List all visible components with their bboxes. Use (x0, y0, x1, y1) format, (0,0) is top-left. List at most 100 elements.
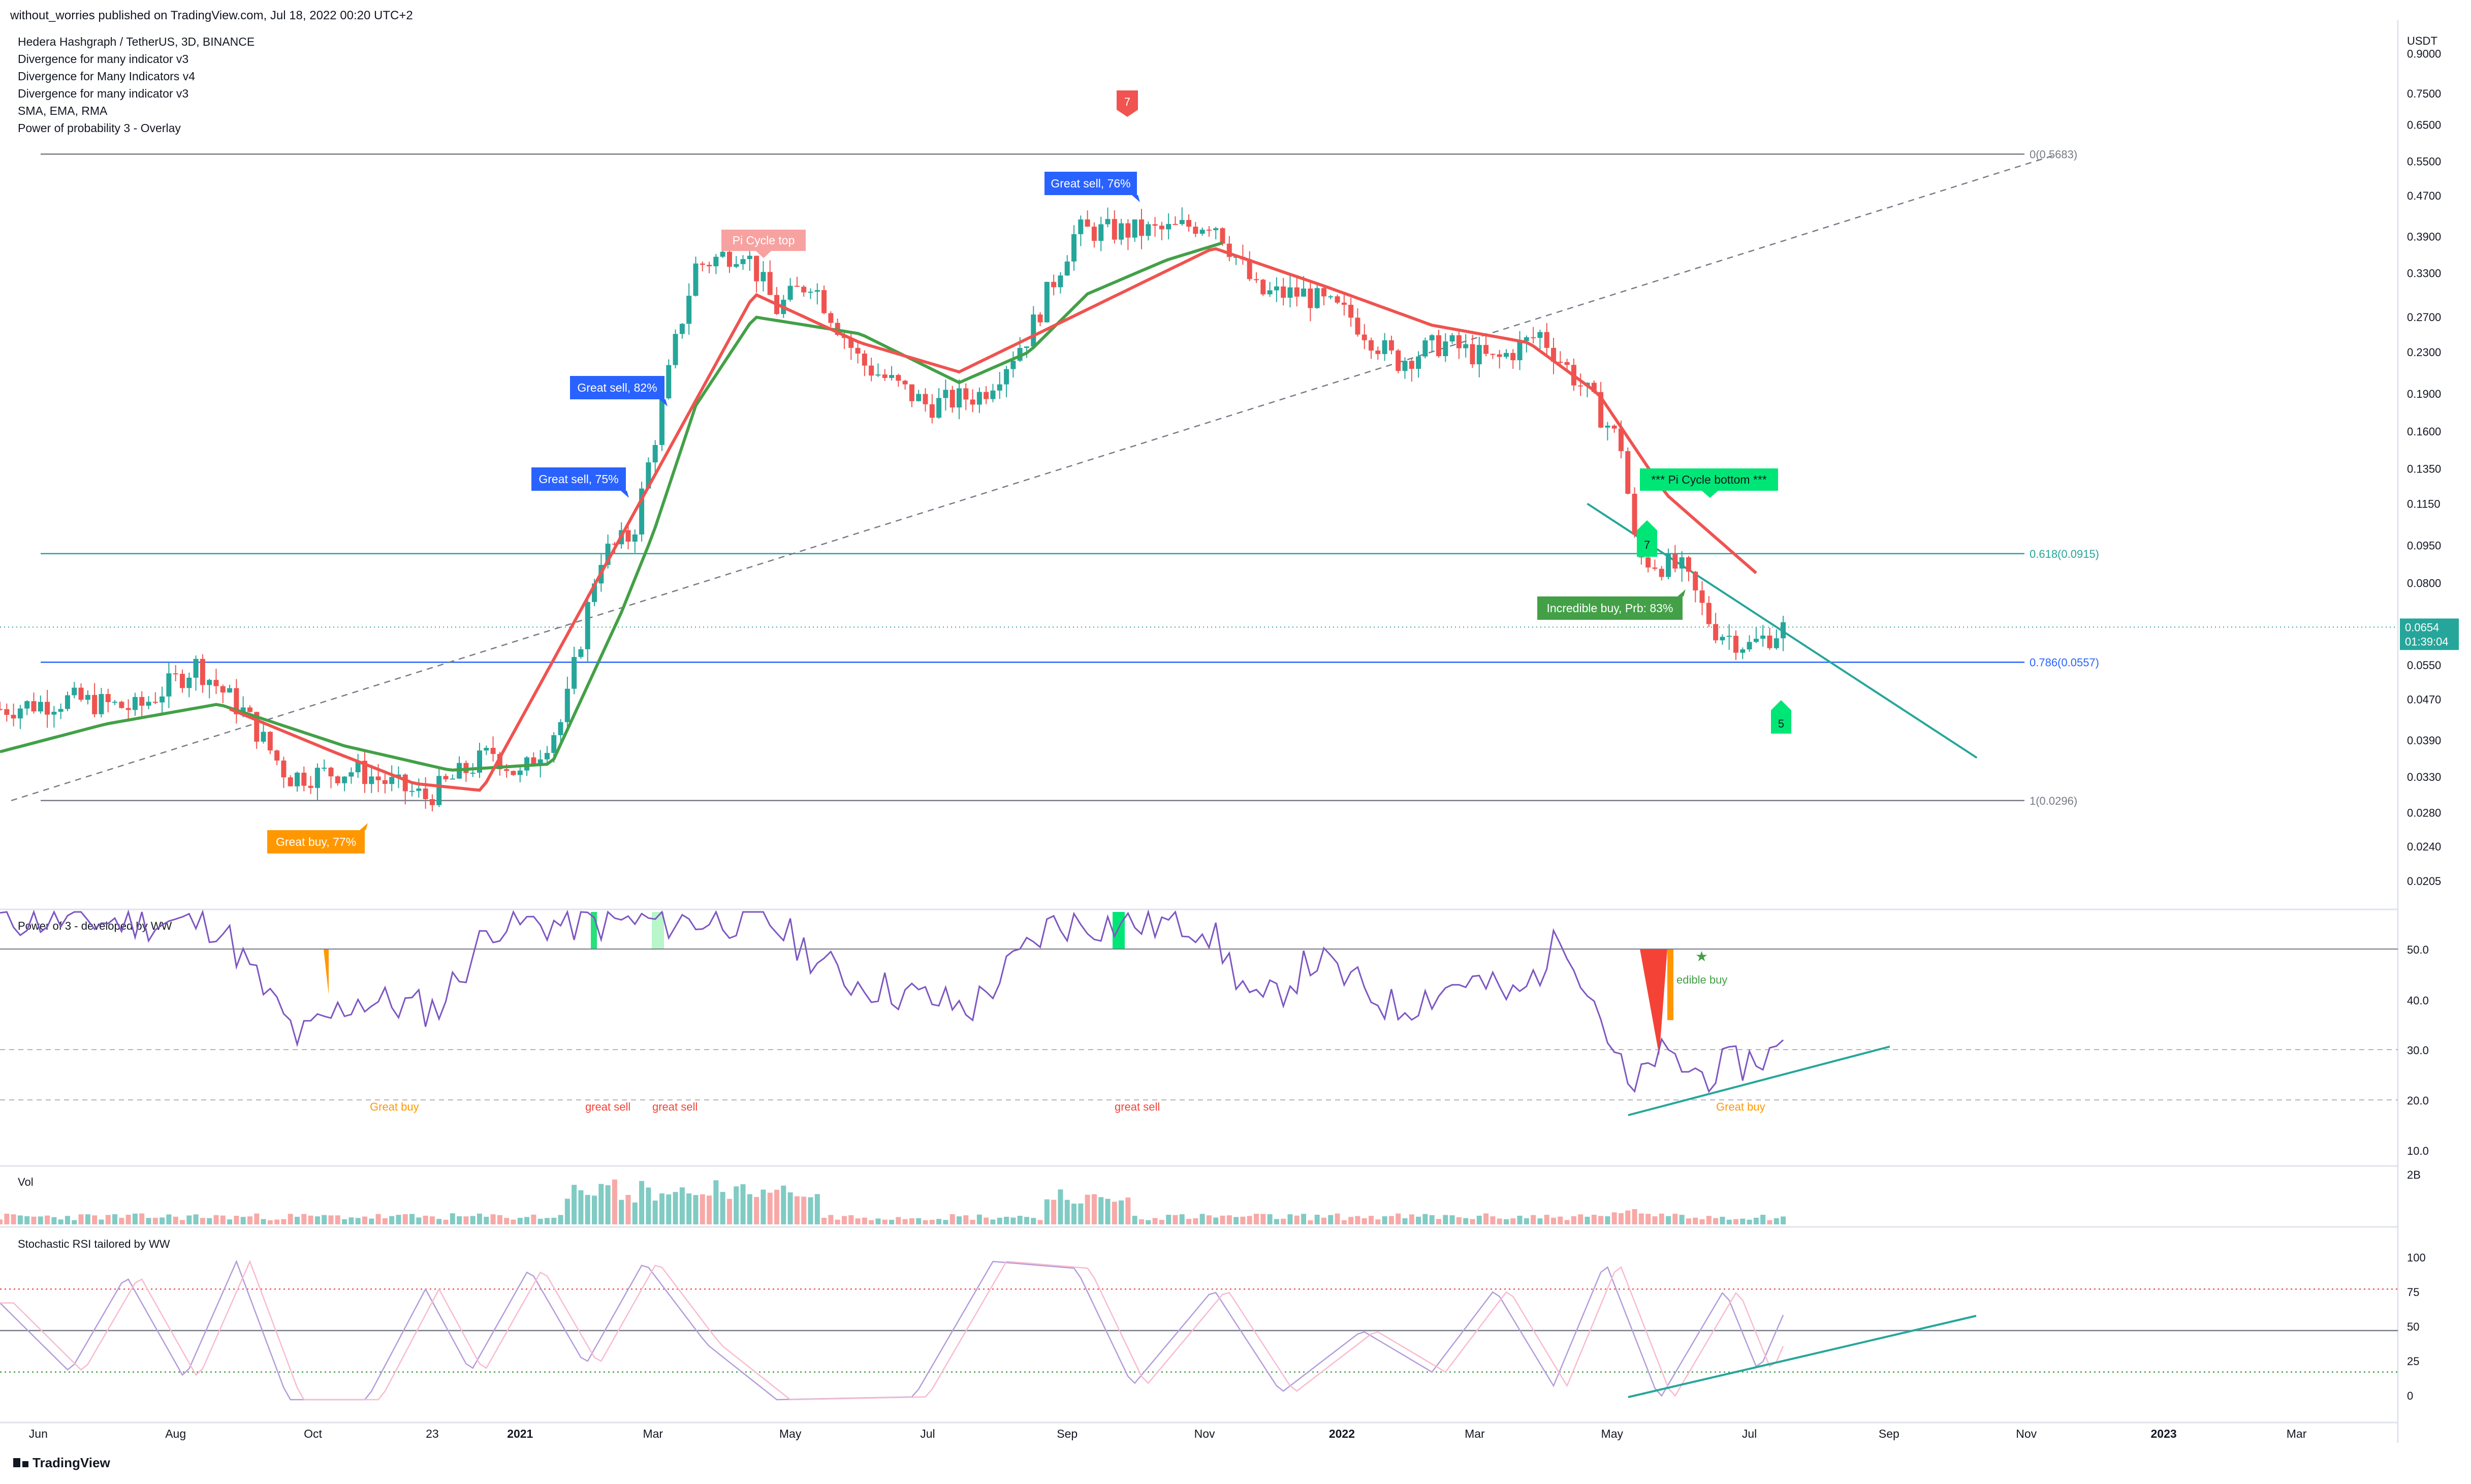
legend-indicator-5[interactable]: Power of probability 3 - Overlay (18, 121, 181, 135)
legend-indicator-3[interactable]: Divergence for many indicator v3 (18, 87, 188, 100)
candle (1632, 487, 1637, 538)
volume-bar (186, 1215, 192, 1224)
power3-tick-30: 30.0 (2407, 1044, 2429, 1057)
fib-retracement[interactable]: 0(0.5683) 0.618(0.0915) 0.786(0.0557) 1(0.0… (0, 148, 2398, 807)
volume-bar (429, 1216, 435, 1224)
volume-bar (4, 1213, 10, 1224)
candle (1476, 336, 1482, 377)
time-label-11: Mar (1465, 1427, 1485, 1440)
last-price-value: 0.0654 (2405, 621, 2439, 634)
signal-bar-lightgreen (652, 912, 664, 949)
price-axis[interactable]: USDT 0.9000 0.7500 0.6500 0.5500 0.4700 0.390… (2407, 35, 2441, 888)
green-moving-average (0, 241, 1223, 772)
volume-bar (537, 1218, 543, 1224)
candle (1321, 284, 1326, 305)
stoch-title[interactable]: Stochastic RSI tailored by WW (18, 1238, 170, 1250)
volume-title[interactable]: Vol (18, 1176, 34, 1188)
fib-diagonal-line (11, 153, 2058, 801)
volume-bar (1085, 1194, 1090, 1224)
candle (943, 380, 948, 411)
candle (186, 672, 192, 698)
volume-bar (322, 1215, 327, 1224)
candle (1767, 627, 1772, 650)
candle (869, 357, 874, 382)
legend-indicator-2[interactable]: Divergence for Many Indicators v4 (18, 70, 195, 83)
power3-signal-bars: ★ (324, 912, 1708, 1056)
candle (99, 688, 104, 717)
volume-bar (659, 1193, 664, 1224)
volume-bar (382, 1218, 388, 1224)
candle (1037, 312, 1043, 327)
volume-bar (1199, 1214, 1205, 1224)
great-sell-82-text: Great sell, 82% (577, 381, 657, 394)
candle (686, 283, 692, 335)
volume-bar (0, 1219, 3, 1224)
volume-bar (1767, 1220, 1772, 1224)
volume-tick: 2B (2407, 1169, 2421, 1181)
legend-indicator-4[interactable]: SMA, EMA, RMA (18, 104, 108, 117)
volume-bar (11, 1214, 16, 1224)
candle (301, 766, 307, 792)
candle (119, 701, 124, 709)
volume-bar (544, 1218, 550, 1224)
footer-brand-text: TradingView (33, 1455, 110, 1470)
volume-bar (207, 1218, 212, 1224)
volume-bar (652, 1201, 658, 1224)
candle (713, 254, 719, 274)
power3-title[interactable]: Power of 3 - developed by WW (18, 920, 172, 932)
volume-bar (1463, 1218, 1469, 1224)
label-great-sell-82: Great sell, 82% (570, 376, 668, 406)
volume-bar (976, 1214, 982, 1224)
candle (855, 343, 861, 364)
candle (1456, 330, 1462, 359)
volume-bar (1260, 1214, 1266, 1224)
candle (1132, 219, 1137, 242)
volume-bar (1078, 1203, 1084, 1224)
volume-bar (923, 1220, 928, 1224)
volume-bar (1355, 1216, 1360, 1224)
time-label-4: 2021 (507, 1427, 533, 1440)
volume-bar (1308, 1220, 1313, 1224)
volume-bar (801, 1196, 807, 1224)
candle (801, 285, 807, 297)
legend-indicator-1[interactable]: Divergence for many indicator v3 (18, 52, 188, 66)
candle (1747, 635, 1752, 652)
legend-symbol[interactable]: Hedera Hashgraph / TetherUS, 3D, BINANCE (18, 35, 255, 48)
candle (1098, 216, 1104, 251)
volume-bar (1044, 1199, 1050, 1224)
time-label-3: 23 (426, 1427, 439, 1440)
volume-bar (152, 1218, 158, 1224)
volume-bar (990, 1219, 996, 1224)
candle (1206, 226, 1212, 237)
volume-bar (484, 1216, 489, 1224)
volume-bar (1361, 1218, 1367, 1224)
candle (1713, 613, 1719, 644)
candle (234, 679, 239, 724)
candle (152, 692, 158, 705)
candle (1388, 335, 1394, 355)
marker-5-green: 5 (1771, 700, 1791, 734)
volume-bar (1213, 1217, 1219, 1224)
volume-bar (1781, 1216, 1786, 1224)
top-marker-label: 7 (1124, 96, 1130, 108)
candle (1226, 236, 1232, 262)
volume-bar (1409, 1214, 1414, 1224)
candle (1436, 330, 1441, 358)
candle (314, 763, 320, 801)
time-label-10: 2022 (1329, 1427, 1355, 1440)
volume-bar (301, 1214, 307, 1224)
volume-bar (45, 1215, 50, 1224)
stoch-tick-25: 25 (2407, 1355, 2419, 1368)
volume-bar (1274, 1219, 1279, 1224)
candle (1078, 215, 1084, 246)
candle (564, 676, 570, 728)
volume-bar (1388, 1216, 1394, 1224)
volume-bar (1517, 1215, 1523, 1224)
candle (1193, 222, 1198, 237)
time-axis[interactable]: Jun Aug Oct 23 2021 Mar May Jul Sep Nov 2022 Mar May… (29, 1427, 2307, 1440)
candle (1483, 333, 1489, 357)
volume-bar (578, 1190, 584, 1224)
time-label-7: Jul (920, 1427, 935, 1440)
time-label-8: Sep (1057, 1427, 1078, 1440)
candle (821, 285, 827, 314)
